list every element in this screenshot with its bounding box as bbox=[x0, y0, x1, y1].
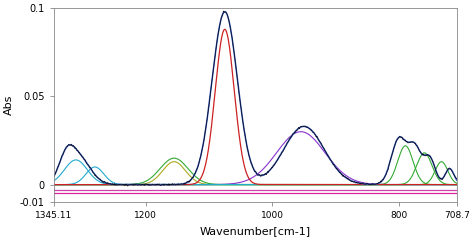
X-axis label: Wavenumber[cm-1]: Wavenumber[cm-1] bbox=[200, 226, 311, 236]
Y-axis label: Abs: Abs bbox=[4, 95, 14, 115]
